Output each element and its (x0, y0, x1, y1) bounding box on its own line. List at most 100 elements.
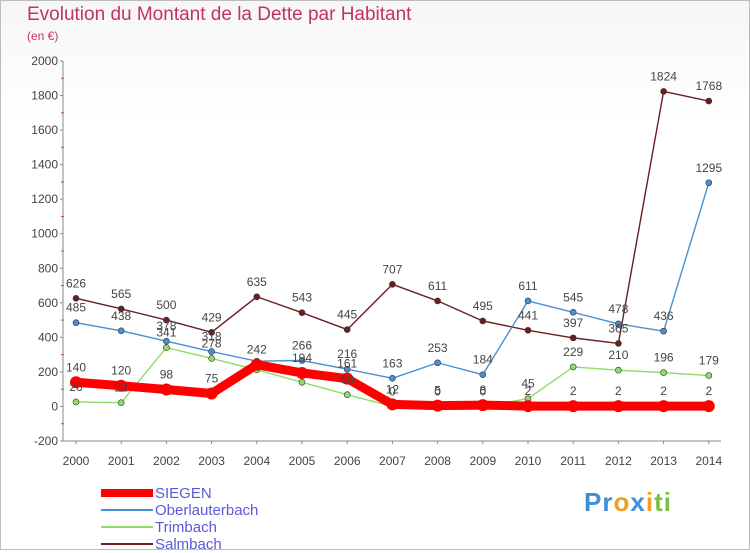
x-tick-label: 2010 (515, 454, 542, 468)
data-label: 611 (518, 279, 537, 293)
y-tick-label: 1200 (31, 192, 58, 206)
data-point (343, 365, 351, 373)
data-label: 1295 (695, 161, 722, 175)
y-tick-label: 1800 (31, 89, 58, 103)
data-label: 707 (382, 262, 402, 276)
data-label: 1768 (695, 79, 722, 93)
y-tick-label: 1400 (31, 158, 58, 172)
y-tick-label: 800 (38, 261, 58, 275)
y-tick-label: 400 (38, 330, 58, 344)
data-label: 635 (247, 275, 267, 289)
data-point (524, 326, 532, 334)
data-label: 266 (292, 339, 312, 353)
data-label: 5 (434, 384, 441, 398)
y-tick-label: 1000 (31, 227, 58, 241)
data-point (205, 387, 218, 400)
legend-label: Oberlauterbach (155, 502, 259, 519)
data-label: 429 (202, 310, 222, 324)
data-point (160, 383, 173, 396)
data-point (522, 400, 534, 413)
data-point (298, 309, 306, 316)
data-point (569, 363, 577, 371)
data-label: 120 (111, 364, 131, 378)
data-label: 229 (563, 345, 583, 359)
y-tick-label: -200 (34, 434, 58, 448)
data-label: 1824 (650, 69, 677, 83)
data-point (434, 359, 441, 367)
data-label: 500 (156, 298, 176, 312)
data-point (296, 366, 308, 379)
data-point (163, 344, 170, 351)
data-point (705, 97, 713, 105)
data-point (341, 372, 354, 385)
data-point (476, 399, 489, 412)
data-label: 161 (337, 357, 357, 371)
data-point (208, 355, 215, 362)
y-tick-label: 600 (38, 296, 58, 310)
data-point (660, 369, 667, 376)
data-point (253, 293, 261, 301)
data-label: 0 (479, 384, 486, 398)
data-point (70, 376, 82, 389)
data-label: 184 (473, 353, 493, 367)
data-point (386, 398, 399, 411)
data-label: 318 (202, 330, 222, 344)
legend-label: Trimbach (155, 519, 217, 536)
data-label: 140 (66, 360, 86, 374)
data-label: 2 (705, 384, 712, 398)
data-label: 0 (389, 384, 396, 398)
data-point (250, 358, 263, 371)
data-point (163, 316, 170, 324)
x-tick-label: 2011 (560, 454, 586, 468)
x-tick-label: 2003 (198, 454, 225, 468)
data-label: 75 (205, 372, 219, 386)
data-label: 0 (434, 384, 441, 398)
data-point (163, 337, 170, 345)
data-point (208, 329, 215, 336)
legend-swatch (101, 526, 153, 528)
data-label: 278 (202, 336, 222, 350)
data-point (660, 88, 667, 95)
legend-swatch (101, 489, 153, 497)
logo-letter: ti (654, 487, 672, 517)
x-tick-label: 2008 (424, 454, 451, 468)
data-label: 397 (563, 316, 583, 330)
data-point (657, 400, 670, 413)
x-tick-label: 2012 (605, 454, 632, 468)
data-point (115, 379, 128, 392)
logo-letter: Pr (584, 487, 614, 517)
logo-letter: i (645, 487, 655, 517)
data-point (208, 348, 215, 355)
data-label: 365 (608, 321, 628, 335)
data-label: 196 (654, 351, 674, 365)
y-tick-label: 200 (38, 365, 58, 379)
x-tick-label: 2002 (153, 454, 180, 468)
data-point (569, 309, 577, 316)
legend-label: SIEGEN (155, 485, 212, 502)
data-label: 68 (341, 373, 355, 387)
data-label: 2 (570, 384, 577, 398)
data-label: 441 (518, 308, 538, 322)
chart-unit-label: (en €) (27, 29, 59, 43)
data-label: 12 (386, 382, 400, 396)
x-tick-label: 2014 (695, 454, 722, 468)
data-label: 194 (292, 351, 312, 365)
data-point (298, 378, 306, 386)
data-label: 216 (337, 347, 357, 361)
data-point (117, 399, 125, 406)
x-tick-label: 2001 (108, 454, 135, 468)
data-point (660, 327, 667, 335)
data-point (702, 400, 715, 413)
data-label: 626 (66, 276, 86, 290)
data-point (479, 317, 487, 325)
data-point (567, 400, 580, 413)
y-tick-label: 1600 (31, 123, 58, 137)
data-point (479, 371, 487, 378)
x-tick-label: 2004 (243, 454, 270, 468)
x-tick-label: 2009 (469, 454, 496, 468)
data-point (72, 319, 80, 326)
data-point (117, 305, 125, 313)
x-tick-label: 2006 (334, 454, 361, 468)
data-label: 495 (473, 299, 493, 313)
data-label: 45 (521, 377, 535, 391)
